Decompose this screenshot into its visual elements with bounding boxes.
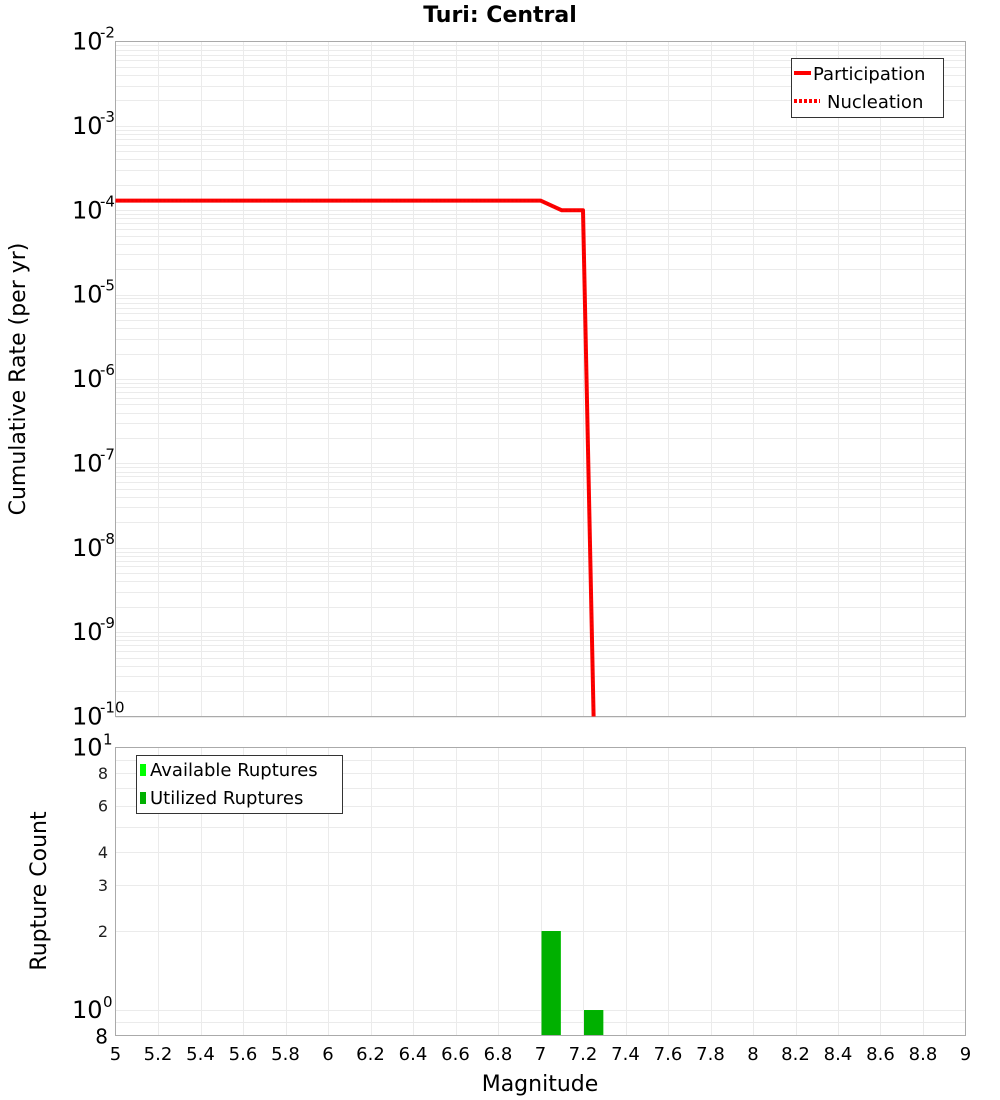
count-plot-frame <box>115 747 966 1036</box>
rate-y-tick-label: 10 <box>72 281 103 309</box>
x-tick-label: 5.8 <box>271 1044 300 1065</box>
utilized-ruptures-bar <box>541 931 561 1036</box>
rate-y-tick-label: 10 <box>72 196 103 224</box>
rate-y-tick-exponent: -5 <box>100 277 115 295</box>
rate-plot: 10-210-310-410-510-610-710-810-910-10 Pa… <box>72 24 966 731</box>
chart-title: Turi: Central <box>423 3 577 28</box>
count-y-tick-exponent: 1 <box>103 731 113 749</box>
rate-y-tick-exponent: -6 <box>100 361 115 379</box>
x-tick-label: 6.6 <box>441 1044 470 1065</box>
count-bars <box>541 931 604 1036</box>
x-tick-label: 5.2 <box>144 1044 173 1065</box>
count-y-axis-label: Rupture Count <box>27 811 52 971</box>
x-tick-label: 8.8 <box>909 1044 938 1065</box>
x-tick-label: 8.2 <box>781 1044 810 1065</box>
count-legend: Available Ruptures Utilized Ruptures <box>136 755 343 814</box>
x-axis-ticks: 5 5.2 5.4 5.6 5.8 6 6.2 6.4 6.6 6.8 7 7.2 7.4 7.6 7.8 8… <box>110 1044 971 1065</box>
rate-y-tick-label: 10 <box>72 365 103 393</box>
utilized-legend-swatch <box>140 792 146 804</box>
rate-y-tick-exponent: -10 <box>100 699 125 717</box>
count-y-tick-label: 6 <box>98 797 108 816</box>
x-tick-label: 8 <box>747 1044 758 1065</box>
x-tick-label: 7 <box>535 1044 546 1065</box>
rate-series <box>115 198 596 717</box>
nucleation-legend-label: Nucleation <box>827 92 923 113</box>
count-y-tick-label: 8 <box>95 1025 108 1049</box>
rate-y-tick-exponent: -9 <box>100 614 115 632</box>
available-legend-label: Available Ruptures <box>150 760 318 781</box>
x-tick-label: 5.4 <box>186 1044 215 1065</box>
rate-y-tick-label: 10 <box>72 534 103 562</box>
rate-plot-grid <box>115 41 966 718</box>
available-legend-swatch <box>140 764 146 776</box>
count-legend-box <box>136 755 343 814</box>
nucleation-line <box>115 199 595 717</box>
rate-legend: Participation Nucleation <box>791 58 944 118</box>
x-tick-label: 6.8 <box>484 1044 513 1065</box>
rate-y-ticks: 10-210-310-410-510-610-710-810-910-10 <box>72 24 125 731</box>
rate-legend-box <box>791 58 944 118</box>
x-tick-label: 9 <box>960 1044 971 1065</box>
count-y-tick-label: 3 <box>98 876 108 895</box>
rate-y-tick-label: 10 <box>72 618 103 646</box>
x-tick-label: 8.6 <box>866 1044 895 1065</box>
x-tick-label: 5.6 <box>229 1044 258 1065</box>
rate-y-tick-exponent: -3 <box>100 108 115 126</box>
x-tick-label: 8.4 <box>824 1044 853 1065</box>
rate-y-tick-label: 10 <box>72 449 103 477</box>
x-tick-label: 7.2 <box>569 1044 598 1065</box>
x-tick-label: 7.6 <box>654 1044 683 1065</box>
rate-y-axis-label: Cumulative Rate (per yr) <box>6 243 31 516</box>
x-tick-label: 6.4 <box>399 1044 428 1065</box>
x-tick-label: 6.2 <box>356 1044 385 1065</box>
x-tick-label: 6 <box>322 1044 333 1065</box>
rate-y-tick-exponent: -7 <box>100 445 115 463</box>
x-tick-label: 7.4 <box>611 1044 640 1065</box>
count-y-tick-label: 8 <box>98 764 108 783</box>
count-y-tick-label: 2 <box>98 922 108 941</box>
rate-y-tick-exponent: -8 <box>100 530 115 548</box>
x-axis-label: Magnitude <box>482 1072 599 1097</box>
x-tick-label: 7.8 <box>696 1044 725 1065</box>
participation-line <box>115 198 596 717</box>
rate-y-tick-exponent: -4 <box>100 192 115 210</box>
utilized-ruptures-bar <box>584 1010 604 1036</box>
x-tick-label: 5 <box>110 1044 121 1065</box>
participation-legend-label: Participation <box>813 64 925 85</box>
count-y-tick-exponent: 0 <box>103 993 113 1011</box>
rate-plot-frame <box>115 41 966 717</box>
rate-y-tick-label: 10 <box>72 703 103 731</box>
count-y-tick-label: 4 <box>98 843 108 862</box>
count-y-tick-label: 10 <box>72 734 103 762</box>
rate-y-tick-label: 10 <box>72 28 103 56</box>
rate-y-tick-label: 10 <box>72 112 103 140</box>
count-y-tick-label: 10 <box>72 996 103 1024</box>
utilized-legend-label: Utilized Ruptures <box>150 788 303 809</box>
rate-y-tick-exponent: -2 <box>100 24 115 42</box>
